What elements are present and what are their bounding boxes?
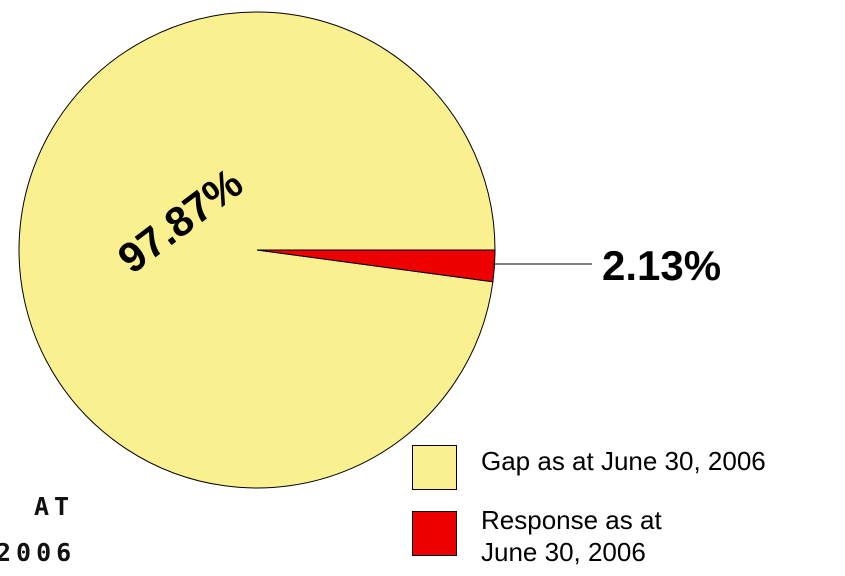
legend-label-response: Response as at June 30, 2006 (481, 505, 662, 567)
pie-slices (18, 11, 496, 489)
pie-slice-response (256, 249, 496, 283)
legend-swatch-response (412, 511, 457, 556)
partial-text-line-1: AT (34, 492, 75, 521)
legend-label-gap: Gap as at June 30, 2006 (481, 446, 766, 476)
slice-label-response: 2.13% (602, 242, 721, 289)
legend-item-gap: Gap as at June 30, 2006 (412, 438, 842, 498)
partial-text-line-2: 2006 (0, 538, 77, 567)
legend: Gap as at June 30, 2006 Response as at J… (412, 438, 842, 567)
legend-swatch-gap (412, 445, 457, 490)
legend-item-response: Response as at June 30, 2006 (412, 504, 842, 567)
